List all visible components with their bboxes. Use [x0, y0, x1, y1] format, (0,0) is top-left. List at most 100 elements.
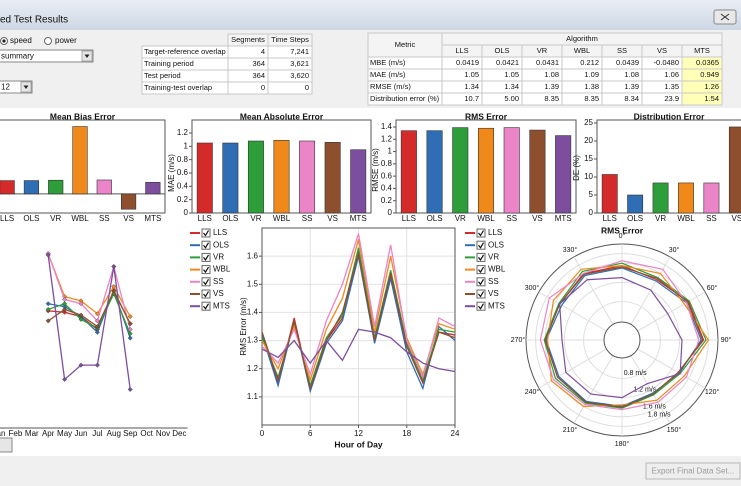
- marker: [94, 324, 100, 330]
- bar: [728, 126, 741, 214]
- theta-tick-label: 30°: [669, 246, 680, 254]
- y-tick-label: 1.6: [247, 251, 259, 260]
- bar: [96, 179, 112, 195]
- x-tick-label: WBL: [677, 214, 695, 223]
- cell-value: 1.08: [544, 70, 559, 79]
- legend-label: VR: [488, 253, 499, 262]
- x-tick-label: Jul: [92, 429, 102, 438]
- legend-checkbox[interactable]: [476, 228, 486, 238]
- export-button[interactable]: Export Final Data Set...: [645, 462, 741, 480]
- button[interactable]: [0, 437, 13, 453]
- bar: [48, 179, 64, 195]
- r-tick-label: 1.6 m/s: [643, 403, 666, 410]
- cell-value: 0.0365: [696, 58, 719, 67]
- legend-checkbox[interactable]: [476, 277, 486, 287]
- y-tick-label: 0.4: [381, 184, 393, 193]
- bar: [555, 135, 572, 214]
- bar: [145, 182, 161, 195]
- theta-tick-label: 300°: [525, 284, 540, 292]
- column-header: VS: [657, 46, 667, 55]
- cell-value: 0.0431: [536, 58, 559, 67]
- legend-checkbox[interactable]: [201, 252, 211, 262]
- legend-checkbox[interactable]: [476, 289, 486, 299]
- marker: [94, 329, 100, 335]
- radio-label[interactable]: power: [55, 36, 77, 45]
- series-line: [261, 233, 456, 380]
- legend-checkbox[interactable]: [201, 289, 211, 299]
- radio-power[interactable]: [44, 37, 52, 45]
- legend-check: [203, 230, 210, 237]
- legend-label: SS: [488, 277, 499, 286]
- close-button[interactable]: [713, 9, 737, 25]
- bar: [0, 180, 15, 195]
- theta-tick-label: 240°: [525, 388, 540, 396]
- x-tick-label: 12: [354, 429, 363, 438]
- theta-tick-label: 210°: [563, 426, 578, 434]
- legend-checkbox[interactable]: [476, 265, 486, 275]
- column-header: MTS: [694, 46, 710, 55]
- legend-check: [203, 242, 210, 249]
- button-frame[interactable]: [645, 462, 741, 480]
- legend-checkbox[interactable]: [476, 240, 486, 250]
- month-dropdown[interactable]: 12: [0, 80, 33, 94]
- row-label: MAE (m/s): [370, 70, 406, 79]
- legend-checkbox[interactable]: [201, 228, 211, 238]
- legend-checkbox[interactable]: [201, 265, 211, 275]
- legend-check: [478, 291, 485, 298]
- cell-value: 364: [252, 71, 265, 80]
- bar: [350, 149, 367, 214]
- legend-label: WBL: [488, 265, 506, 274]
- legend-checkbox[interactable]: [201, 240, 211, 250]
- series-line: [261, 247, 456, 388]
- cell-value: 364: [252, 59, 265, 68]
- x-tick-label: Dec: [172, 429, 186, 438]
- cell-value: 7,241: [290, 47, 309, 56]
- column-header: VR: [537, 46, 548, 55]
- legend-checkbox[interactable]: [476, 252, 486, 262]
- bar: [426, 130, 443, 214]
- marker: [127, 331, 133, 337]
- x-tick-label: MTS: [144, 214, 161, 223]
- close-glyph: [720, 13, 730, 21]
- r-grid: [583, 301, 661, 379]
- x-tick-label: OLS: [222, 214, 238, 223]
- cell-value: 0.0421: [496, 58, 519, 67]
- chart-title: RMS Error: [601, 225, 644, 235]
- legend-checkbox[interactable]: [201, 277, 211, 287]
- legend-check: [478, 230, 485, 237]
- dropdown-box[interactable]: [0, 49, 94, 63]
- bar: [72, 126, 88, 195]
- legend-label: MTS: [488, 301, 505, 310]
- y-tick-label: 0.2: [381, 196, 393, 205]
- x-tick-label: 24: [451, 429, 460, 438]
- bar-chart: Mean Absolute Error MAE (m/s) 0 0.2 0.4 0.6 0.…: [167, 111, 372, 223]
- series-line: [543, 262, 707, 409]
- x-tick-label: LLS: [198, 214, 212, 223]
- legend-check: [478, 266, 485, 274]
- x-tick-label: LLS: [0, 214, 14, 223]
- cell-value: 8.35: [544, 94, 559, 103]
- cell-value: 1.35: [664, 82, 679, 91]
- x-tick-label: VS: [327, 214, 338, 223]
- x-tick-label: SS: [99, 214, 110, 223]
- r-tick-label: 1.2 m/s: [633, 387, 656, 394]
- legend-check: [203, 303, 210, 310]
- button-label[interactable]: Export Final Data Set...: [652, 467, 735, 476]
- bar: [273, 140, 290, 214]
- x-axis-label: Hour of Day: [334, 439, 382, 449]
- x-tick-label: Mar: [25, 429, 39, 438]
- legend-checkbox[interactable]: [201, 301, 211, 311]
- cell-value: 1.08: [624, 70, 639, 79]
- legend-label: VS: [488, 289, 499, 298]
- dropdown-value: summary: [1, 52, 34, 61]
- column-header: WBL: [574, 46, 590, 55]
- legend-checkbox[interactable]: [476, 301, 486, 311]
- series-line: [261, 253, 456, 391]
- marker: [127, 326, 133, 332]
- view-dropdown[interactable]: summary: [0, 49, 94, 63]
- x-tick-label: WBL: [71, 214, 89, 223]
- radio-label[interactable]: speed: [10, 36, 32, 45]
- marker: [45, 301, 51, 307]
